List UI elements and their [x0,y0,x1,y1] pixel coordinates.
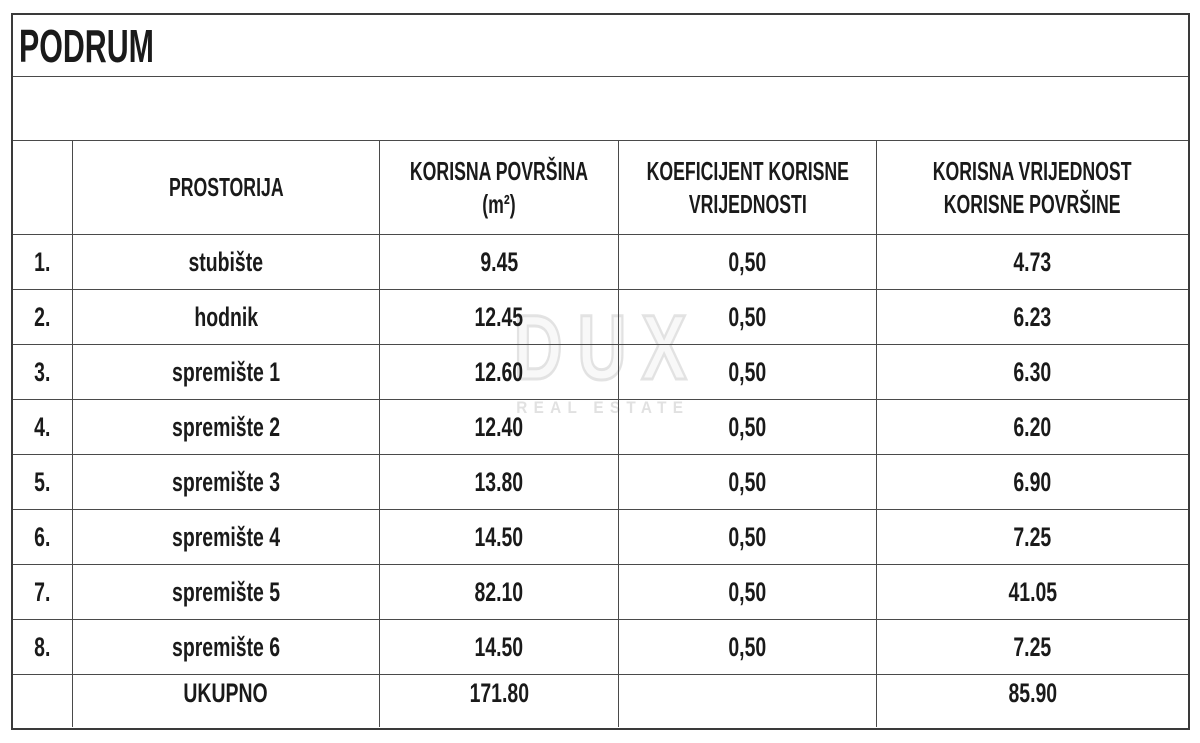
header-num [13,141,73,235]
row-3-room: spremište 1 [73,345,380,400]
row-6-room: spremište 4 [73,510,380,565]
row-4-area: 12.40 [380,400,619,455]
row-8-area: 14.50 [380,620,619,675]
row-7-num: 7. [13,565,73,620]
row-4-value: 6.20 [877,400,1188,455]
row-5-area: 13.80 [380,455,619,510]
row-6-value: 7.25 [877,510,1188,565]
area-calculation-table: PODRUM PROSTORIJA KORISNA POVRŠINA (m²) K… [11,13,1190,730]
page-title: PODRUM [19,19,154,72]
row-6-area: 14.50 [380,510,619,565]
header-value: KORISNA VRIJEDNOST KORISNE POVRŠINE [877,141,1188,235]
row-3-coefficient: 0,50 [619,345,877,400]
row-5-room: spremište 3 [73,455,380,510]
row-1-room: stubište [73,235,380,290]
row-5-coefficient: 0,50 [619,455,877,510]
row-8-room: spremište 6 [73,620,380,675]
row-2-area: 12.45 [380,290,619,345]
total-label: UKUPNO [73,675,380,727]
header-coefficient: KOEFICIJENT KORISNE VRIJEDNOSTI [619,141,877,235]
row-4-num: 4. [13,400,73,455]
row-3-value: 6.30 [877,345,1188,400]
row-4-coefficient: 0,50 [619,400,877,455]
total-coefficient [619,675,877,727]
title-band: PODRUM [13,15,1188,77]
row-1-num: 1. [13,235,73,290]
row-2-room: hodnik [73,290,380,345]
row-2-num: 2. [13,290,73,345]
row-2-value: 6.23 [877,290,1188,345]
spacer-band [13,77,1188,141]
row-7-value: 41.05 [877,565,1188,620]
row-7-coefficient: 0,50 [619,565,877,620]
row-3-area: 12.60 [380,345,619,400]
row-7-room: spremište 5 [73,565,380,620]
row-1-coefficient: 0,50 [619,235,877,290]
row-3-num: 3. [13,345,73,400]
row-8-coefficient: 0,50 [619,620,877,675]
row-2-coefficient: 0,50 [619,290,877,345]
row-1-area: 9.45 [380,235,619,290]
row-7-area: 82.10 [380,565,619,620]
row-4-room: spremište 2 [73,400,380,455]
header-room: PROSTORIJA [73,141,380,235]
table-grid: PROSTORIJA KORISNA POVRŠINA (m²) KOEFICIJ… [13,141,1188,727]
row-1-value: 4.73 [877,235,1188,290]
total-num [13,675,73,727]
row-5-value: 6.90 [877,455,1188,510]
row-5-num: 5. [13,455,73,510]
total-value: 85.90 [1008,678,1057,708]
row-6-num: 6. [13,510,73,565]
header-area: KORISNA POVRŠINA (m²) [380,141,619,235]
total-area: 171.80 [380,675,619,727]
row-6-coefficient: 0,50 [619,510,877,565]
row-8-value: 7.25 [877,620,1188,675]
row-8-num: 8. [13,620,73,675]
